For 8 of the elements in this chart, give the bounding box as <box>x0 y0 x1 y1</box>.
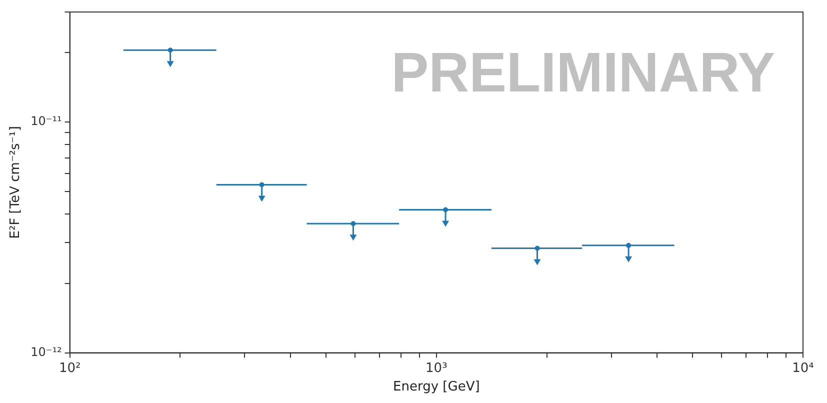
x-tick-label: 10³ <box>426 360 448 376</box>
y-tick-label: 10⁻¹² <box>30 344 62 359</box>
y-axis-title: E²F [TeV cm⁻²s⁻¹] <box>8 126 24 239</box>
x-tick-label: 10⁴ <box>792 360 814 376</box>
x-tick-label: 10² <box>58 360 81 376</box>
annotation: PRELIMINARY <box>391 40 775 104</box>
x-axis-title: Energy [GeV] <box>393 380 480 395</box>
y-tick-label: 10⁻¹¹ <box>30 114 62 128</box>
